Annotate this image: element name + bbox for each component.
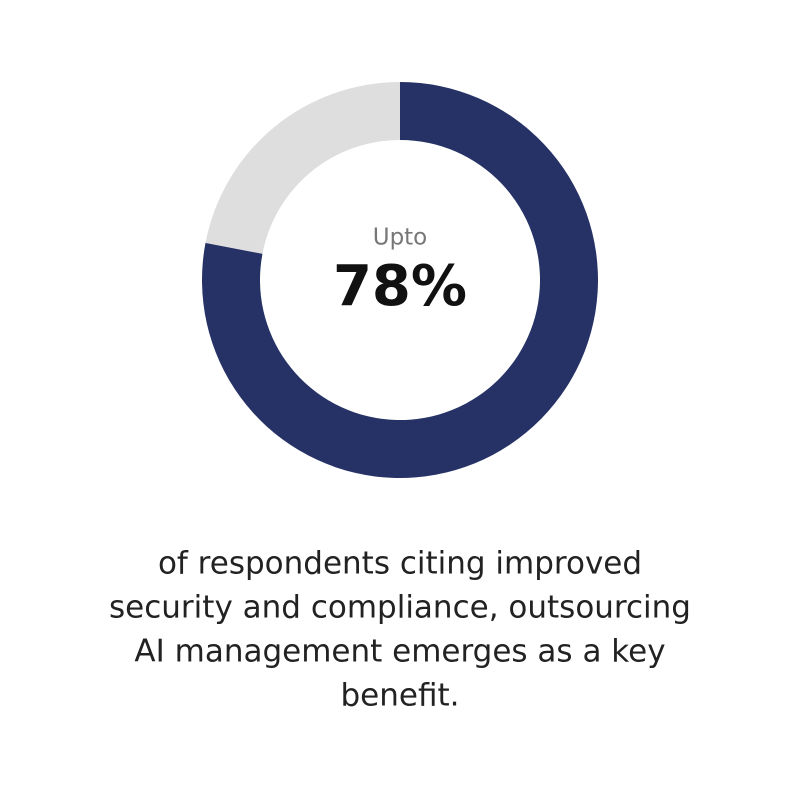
caption-line: of respondents citing improved [158, 546, 642, 582]
center-text: Upto [373, 225, 428, 251]
donut-segment [202, 82, 598, 478]
caption-line: AI management emerges as a key [134, 634, 665, 670]
center-value: 78% [333, 254, 467, 319]
caption-line: security and compliance, outsourcing [109, 590, 691, 626]
caption-line: benefit. [340, 678, 459, 714]
donut-segment [205, 82, 400, 254]
